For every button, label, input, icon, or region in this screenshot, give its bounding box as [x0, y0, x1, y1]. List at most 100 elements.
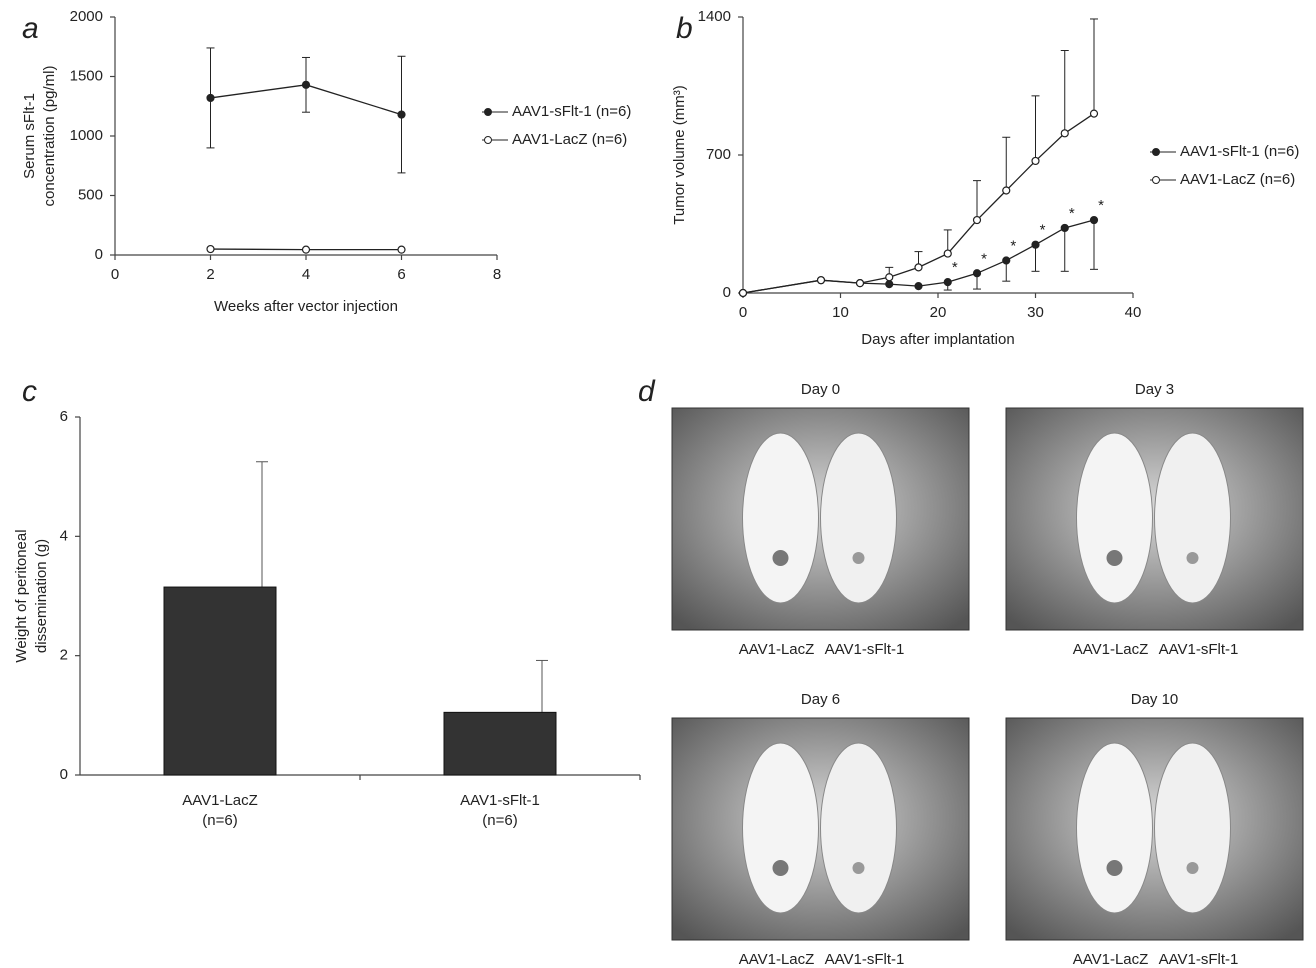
point: [397, 245, 406, 254]
x-tick-label-line: (n=6): [482, 812, 517, 829]
y-tick-label: 2000: [70, 8, 103, 25]
y-axis-label-line: Serum sFlt-1: [21, 93, 38, 179]
legend-marker: [1152, 148, 1160, 156]
y-axis-label-line: concentration (pg/ml): [41, 66, 58, 207]
y-tick-label: 0: [723, 284, 731, 301]
mouse-right: [1154, 432, 1231, 604]
y-tick-label: 0: [60, 766, 68, 783]
x-tick-label-line: (n=6): [202, 812, 237, 829]
y-tick-label: 1400: [698, 8, 731, 25]
bar: [163, 586, 277, 776]
point: [1031, 156, 1040, 166]
panel-label: b: [676, 12, 693, 45]
panel-label: a: [22, 12, 39, 45]
point: [1089, 215, 1099, 225]
y-tick-label: 2: [60, 647, 68, 664]
legend-label: AAV1-LacZ (n=6): [1180, 171, 1295, 188]
point: [885, 280, 894, 289]
point: [1002, 186, 1011, 195]
y-axis-label: Serum sFlt-1 concentration (pg/ml): [21, 66, 58, 207]
significance: *: [1098, 197, 1104, 214]
photo-caption: AAV1-sFlt-1: [825, 641, 905, 658]
mouse-right: [1154, 742, 1231, 914]
x-tick-label: 4: [302, 266, 310, 283]
y-tick-label: 1500: [70, 67, 103, 84]
point: [1002, 256, 1011, 265]
x-tick-label: 6: [397, 266, 405, 283]
x-tick-label: 40: [1125, 304, 1142, 321]
legend-marker: [1152, 176, 1160, 184]
tumor: [852, 552, 865, 564]
x-tick-label-line: AAV1-sFlt-1: [460, 792, 540, 809]
y-tick-label: 500: [78, 186, 103, 203]
x-tick-label: 8: [493, 266, 501, 283]
x-tick-label: 0: [111, 266, 119, 283]
tumor: [772, 550, 789, 566]
photo-caption: AAV1-sFlt-1: [1159, 951, 1239, 968]
photo-caption: AAV1-LacZ: [1073, 641, 1149, 658]
x-tick-label: 10: [832, 304, 849, 321]
panel-label: d: [638, 375, 656, 408]
photo-caption: AAV1-sFlt-1: [1159, 641, 1239, 658]
point: [943, 249, 952, 258]
y-tick-label: 6: [60, 408, 68, 425]
point: [885, 273, 894, 282]
significance: *: [1069, 205, 1075, 222]
point: [1031, 240, 1040, 249]
x-tick-label: 30: [1027, 304, 1044, 321]
point: [914, 282, 923, 291]
legend-label: AAV1-LacZ (n=6): [512, 131, 627, 148]
y-axis-label-line: Tumor volume (mm³): [671, 85, 688, 224]
x-axis-label: Weeks after vector injection: [214, 298, 398, 315]
x-tick-label: 2: [206, 266, 214, 283]
significance: *: [981, 250, 987, 267]
y-tick-label: 4: [60, 527, 68, 544]
point: [1060, 129, 1069, 138]
y-axis-label-line: Weight of peritoneal: [13, 529, 30, 662]
y-tick-label: 700: [706, 146, 731, 163]
y-axis-label: Weight of peritoneal dissemination (g): [13, 529, 50, 662]
bar: [443, 711, 557, 776]
y-axis-label-line: dissemination (g): [33, 539, 50, 653]
legend-label: AAV1-sFlt-1 (n=6): [512, 103, 631, 120]
mouse-left: [742, 432, 819, 604]
point: [738, 288, 748, 298]
tumor: [1106, 550, 1123, 566]
photo-title: Day 0: [801, 381, 840, 398]
mouse-left: [1076, 432, 1153, 604]
mouse-right: [820, 742, 897, 914]
point: [816, 276, 826, 285]
point: [1060, 223, 1069, 233]
photo-title: Day 3: [1135, 381, 1174, 398]
point: [943, 278, 952, 287]
point: [855, 279, 865, 288]
x-tick-label: 0: [739, 304, 747, 321]
mouse-right: [820, 432, 897, 604]
x-tick-label: 20: [930, 304, 947, 321]
tumor: [1186, 862, 1199, 874]
significance: *: [1040, 222, 1046, 239]
tumor: [852, 862, 865, 874]
point: [914, 263, 923, 272]
significance: *: [1010, 237, 1016, 254]
y-tick-label: 1000: [70, 127, 103, 144]
mouse-left: [1076, 742, 1153, 914]
x-tick-label-line: AAV1-LacZ: [182, 792, 258, 809]
y-tick-label: 0: [95, 246, 103, 263]
y-axis-label: Tumor volume (mm³): [671, 85, 688, 224]
significance: *: [952, 259, 958, 276]
point: [301, 80, 311, 89]
photo-caption: AAV1-sFlt-1: [825, 951, 905, 968]
photo-title: Day 6: [801, 691, 840, 708]
point: [972, 269, 982, 278]
x-tick-label: AAV1-sFlt-1 (n=6): [460, 792, 540, 829]
panel-label: c: [22, 375, 37, 408]
photo-caption: AAV1-LacZ: [1073, 951, 1149, 968]
tumor: [1186, 552, 1199, 564]
photo-caption: AAV1-LacZ: [739, 951, 815, 968]
point: [1089, 109, 1099, 118]
tumor: [1106, 860, 1123, 876]
point: [206, 93, 215, 103]
x-tick-label: AAV1-LacZ (n=6): [182, 792, 258, 829]
